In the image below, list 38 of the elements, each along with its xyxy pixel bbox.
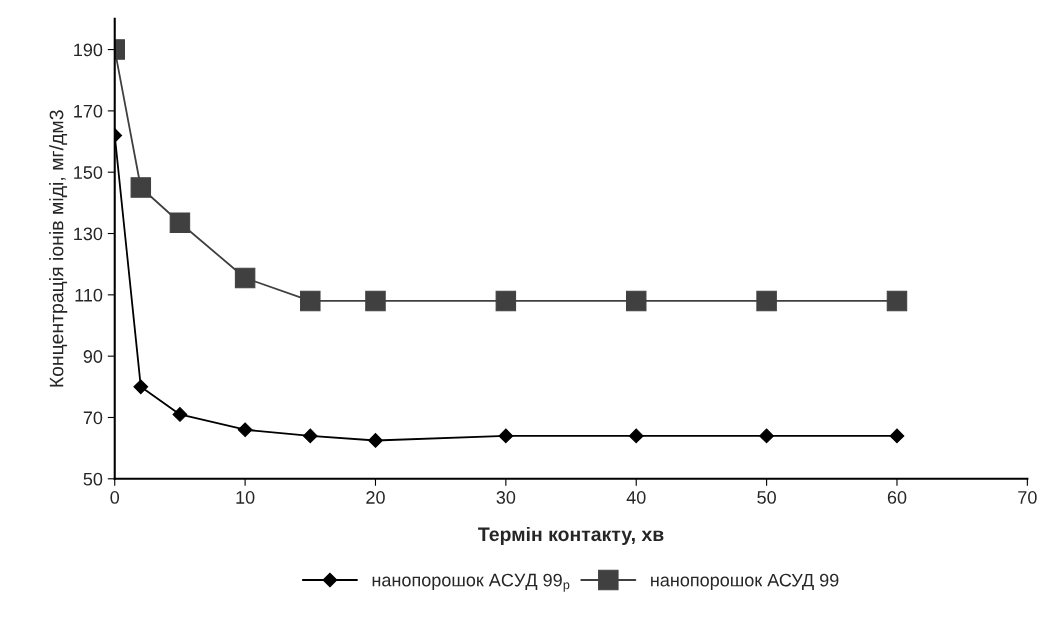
point xyxy=(172,407,188,422)
legend-label: нанопорошок АСУД 99$_{р}$ xyxy=(372,573,570,592)
point xyxy=(625,290,647,312)
x-tick-label: 60 xyxy=(887,491,907,504)
point xyxy=(628,428,644,444)
point xyxy=(169,212,191,234)
x-tick-label: 20 xyxy=(366,491,385,504)
point xyxy=(300,290,321,312)
point xyxy=(756,290,777,312)
point xyxy=(237,422,253,438)
point xyxy=(365,290,386,312)
x-tick-label: 10 xyxy=(236,491,255,504)
y-tick-label: 190 xyxy=(74,43,103,57)
x-axis-title: Термін контакту, хв xyxy=(478,526,664,546)
y-tick-label: 150 xyxy=(74,166,103,179)
point xyxy=(759,428,774,444)
point xyxy=(886,290,908,312)
y-tick-label: 70 xyxy=(83,411,103,425)
y-tick-label: 130 xyxy=(74,227,103,241)
point xyxy=(130,177,152,198)
point xyxy=(234,267,256,289)
x-tick-label: 40 xyxy=(626,491,646,504)
point xyxy=(889,428,905,444)
x-tick-label: 30 xyxy=(496,491,516,504)
point xyxy=(368,433,383,448)
point xyxy=(495,290,517,312)
y-axis-title: Концентрація іонів міді, мг/дм3 xyxy=(49,110,68,387)
y-tick-label: 110 xyxy=(75,288,103,302)
y-tick-label: 90 xyxy=(83,350,103,363)
legend-label: нанопорошок АСУД 99 xyxy=(651,573,839,591)
x-tick-label: 0 xyxy=(110,491,120,504)
point xyxy=(498,428,514,444)
point xyxy=(302,428,318,444)
x-tick-label: 70 xyxy=(1018,491,1037,504)
point xyxy=(133,379,149,395)
x-tick-label: 50 xyxy=(757,491,776,504)
y-tick-label: 170 xyxy=(74,104,103,118)
y-tick-label: 50 xyxy=(83,472,103,486)
